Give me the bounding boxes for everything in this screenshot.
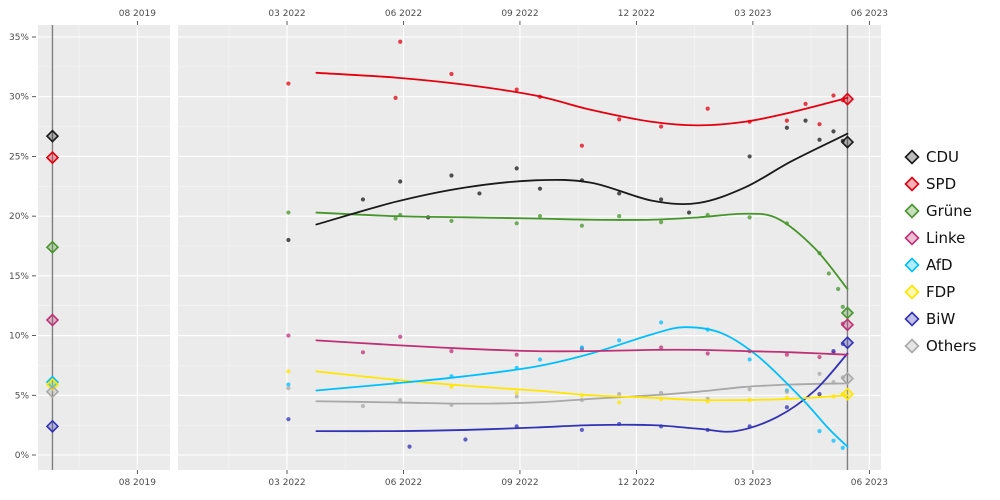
cdu-trend-line xyxy=(315,132,849,226)
x-tick-label-bottom: 06 2023 xyxy=(851,478,888,488)
y-axis: 0% 5% 10% 15% 20% 25% 30% 35% xyxy=(9,33,36,461)
gruene-result-2019-marker xyxy=(45,240,60,254)
legend-label-spd: SPD xyxy=(926,175,956,193)
y-tick-label: 25% xyxy=(9,152,29,162)
linke-trend-line xyxy=(315,339,849,356)
linke-result-2023-marker xyxy=(840,318,855,332)
x-tick-label-bottom: 06 2022 xyxy=(385,478,422,488)
legend-item-gruene: Grüne xyxy=(904,202,972,220)
legend-label-biw: BiW xyxy=(926,310,955,328)
fdp-trend-line xyxy=(315,370,849,402)
x-tick-label-bottom: 03 2022 xyxy=(268,478,305,488)
legend-item-cdu: CDU xyxy=(904,148,959,166)
y-tick-label: 35% xyxy=(9,33,29,43)
others-result-2023-marker xyxy=(840,371,855,386)
afd-legend-marker xyxy=(904,257,920,273)
x-tick-label-bottom: 03 2023 xyxy=(734,478,771,488)
biw-result-2023-marker xyxy=(840,336,855,350)
x-tick-label-top: 03 2022 xyxy=(268,9,305,19)
legend-item-afd: AfD xyxy=(904,256,953,274)
y-tick-label: 30% xyxy=(9,93,29,103)
y-tick-label: 20% xyxy=(9,212,29,222)
x-tick-label-bottom: 09 2022 xyxy=(501,478,538,488)
cdu-result-2019-marker xyxy=(45,129,60,143)
biw-legend-marker xyxy=(904,311,920,327)
x-tick-label-top: 08 2019 xyxy=(119,9,156,19)
x-tick-label-top: 12 2022 xyxy=(618,9,655,19)
spd-legend-marker xyxy=(904,176,920,192)
y-tick-label: 5% xyxy=(15,391,30,401)
biw-trend-line xyxy=(315,352,849,433)
legend-label-fdp: FDP xyxy=(926,283,955,301)
legend-item-linke: Linke xyxy=(904,229,965,247)
spd-trend-line xyxy=(315,71,849,127)
x-tick-label-top: 06 2022 xyxy=(385,9,422,19)
linke-legend-marker xyxy=(904,230,920,246)
y-tick-label: 0% xyxy=(15,451,30,461)
fdp-result-2019-marker xyxy=(45,377,60,392)
gruene-trend-line xyxy=(315,211,849,290)
others-result-2019-marker xyxy=(45,385,60,399)
others-legend-marker xyxy=(904,338,920,354)
gruene-legend-marker xyxy=(904,203,920,219)
x-tick-label-bottom: 08 2019 xyxy=(119,478,156,488)
spd-result-2019-marker xyxy=(45,150,60,165)
legend-label-others: Others xyxy=(926,337,977,355)
y-tick-label: 10% xyxy=(9,332,29,342)
x-tick-label-top: 06 2023 xyxy=(851,9,888,19)
election-markers xyxy=(45,92,855,433)
legend-label-linke: Linke xyxy=(926,229,965,247)
legend-item-biw: BiW xyxy=(904,310,955,328)
panel-election-2019: 08 2019 08 2019 xyxy=(38,9,170,488)
x-tick-label-bottom: 12 2022 xyxy=(618,478,655,488)
afd-result-2019-marker xyxy=(45,375,60,389)
legend-label-afd: AfD xyxy=(926,256,953,274)
panel-campaign-2022-2023: 03 2022 03 2022 06 2022 06 2022 09 2022 09 20… xyxy=(178,9,888,488)
biw-result-2019-marker xyxy=(45,419,60,433)
linke-result-2019-marker xyxy=(45,313,60,327)
others-trend-line xyxy=(315,382,849,405)
gruene-poll-points xyxy=(286,210,845,310)
legend-item-spd: SPD xyxy=(904,175,956,193)
cdu-result-2023-marker xyxy=(840,135,855,149)
legend-item-others: Others xyxy=(904,337,977,355)
spd-result-2023-marker xyxy=(840,92,855,106)
fdp-result-2023-marker xyxy=(840,387,855,401)
x-tick-label-top: 09 2022 xyxy=(501,9,538,19)
legend-label-gruene: Grüne xyxy=(926,202,972,220)
legend: CDU SPD Grüne Linke AfD FDP BiW Others xyxy=(904,148,977,355)
cdu-legend-marker xyxy=(904,149,920,165)
legend-item-fdp: FDP xyxy=(904,283,955,301)
y-tick-label: 15% xyxy=(9,272,29,282)
x-tick-label-top: 03 2023 xyxy=(734,9,771,19)
fdp-legend-marker xyxy=(904,284,920,300)
legend-label-cdu: CDU xyxy=(926,148,959,166)
afd-trend-line xyxy=(315,326,849,448)
